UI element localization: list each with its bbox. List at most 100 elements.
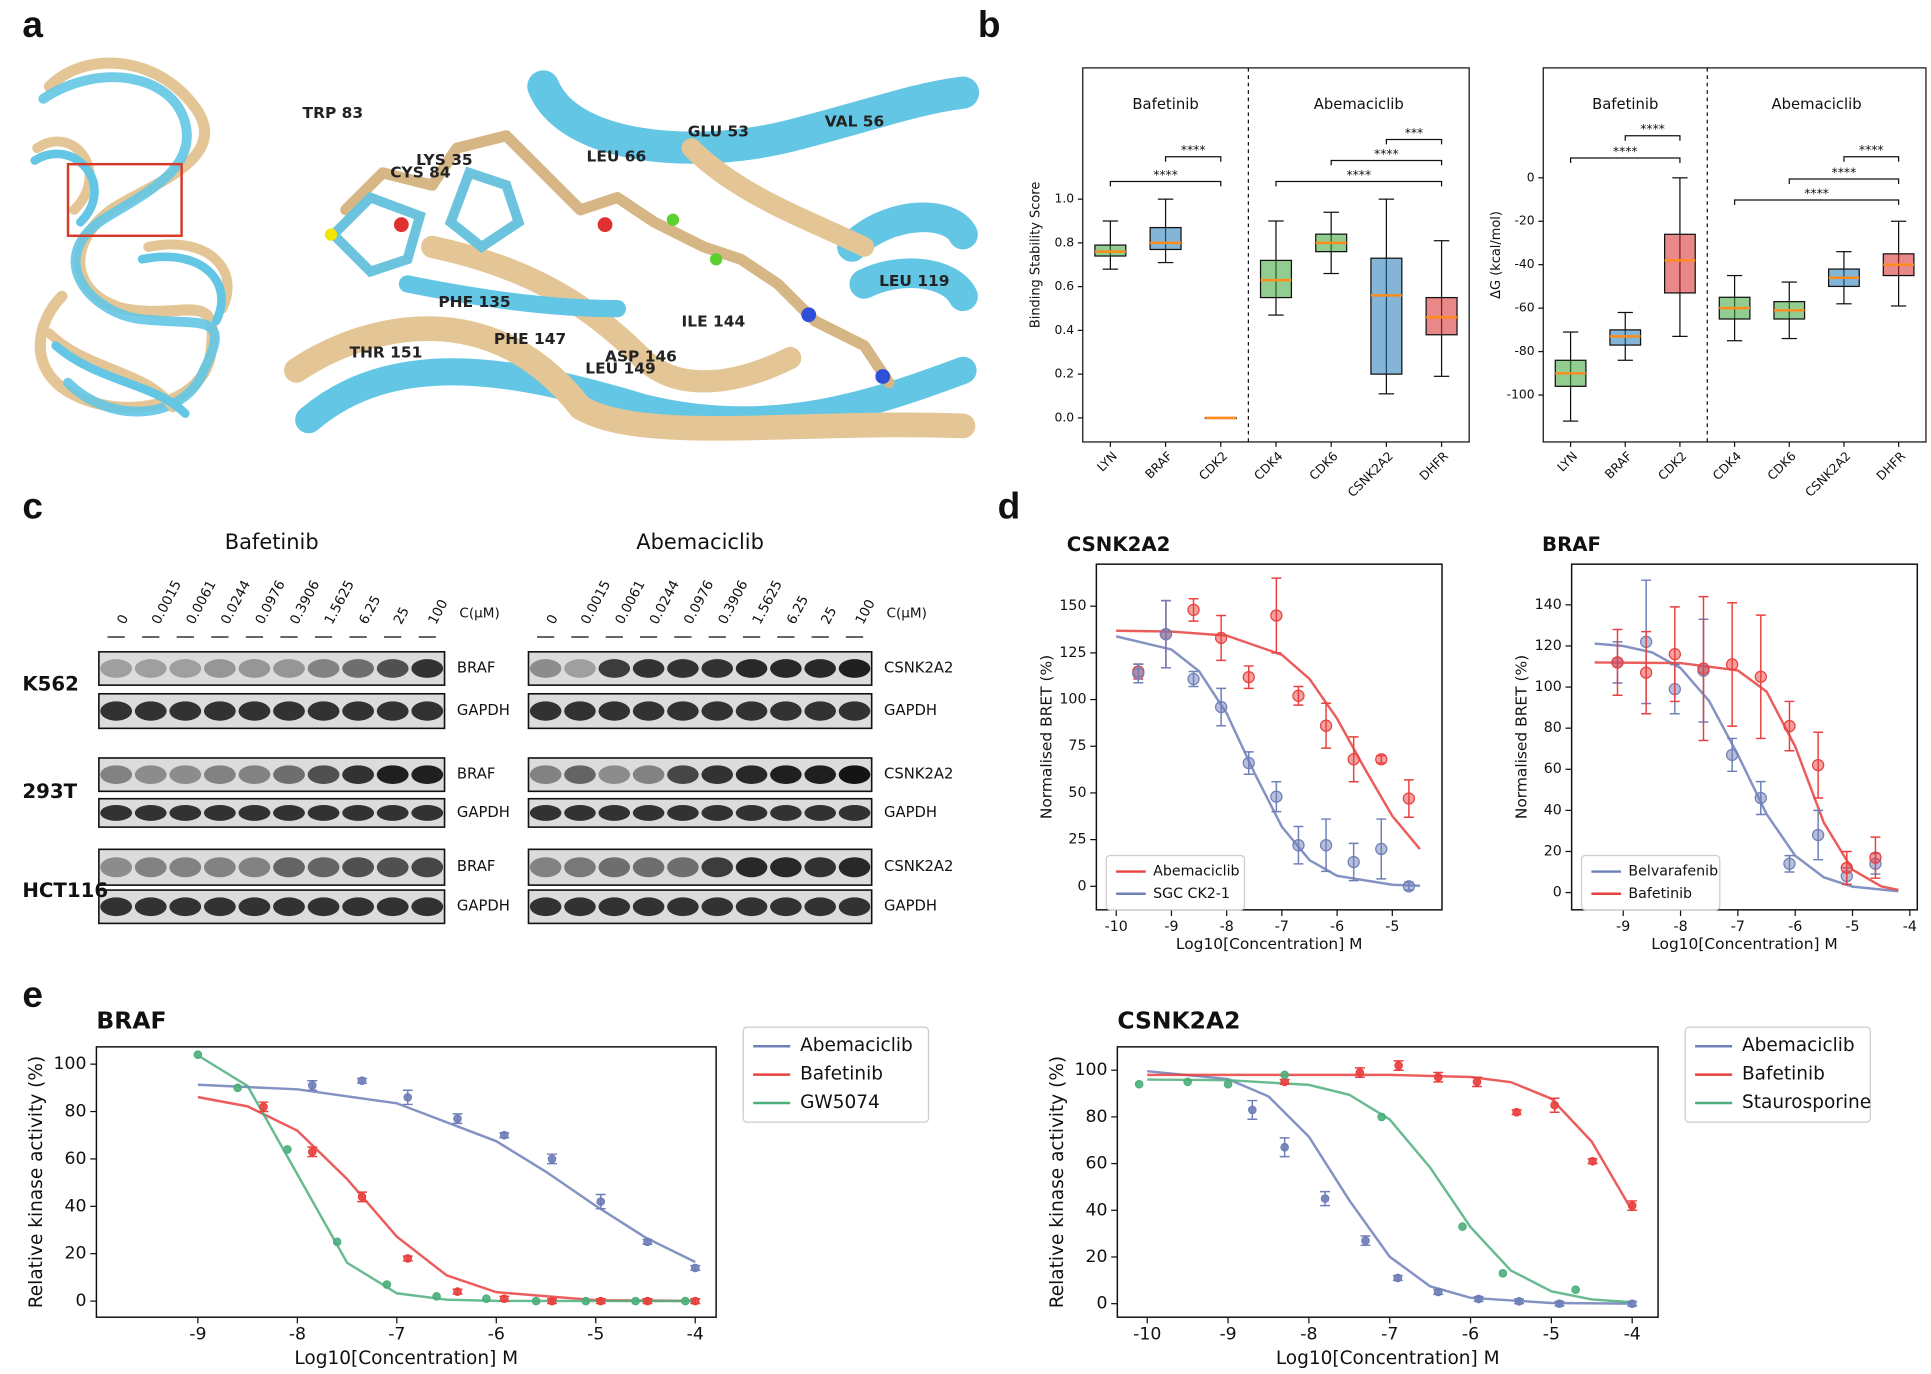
residue-label: TRP 83 [303,104,364,122]
blot-band [342,659,375,678]
blot-band [838,897,871,917]
x-tick-label: CDK4 [1252,449,1286,483]
blot-band [238,804,271,821]
concentration-label: 0.0061 [612,578,648,627]
blot-band [598,659,631,678]
significance-bracket [1275,180,1443,187]
y-tick-label: 75 [1068,738,1086,754]
blot-band [770,804,802,821]
x-tick-label: -8 [1300,1324,1317,1344]
concentration-label: 0.0015 [578,578,614,627]
data-point [482,1294,491,1304]
blot-band [203,701,236,721]
blot-band [598,897,631,917]
data-point [547,1154,557,1164]
blot-band [770,765,802,784]
blot-band [667,701,699,721]
blot-band [735,701,768,721]
blot-band [529,765,562,784]
data-point [403,1093,413,1102]
drug-label: Abemaciclib [636,530,764,554]
data-point [1187,603,1200,617]
data-point [1247,1105,1257,1115]
blot-band [598,804,631,821]
fit-curve [197,1054,696,1303]
y-tick-label: 80 [65,1102,87,1122]
data-point [1783,857,1796,870]
y-axis-label: Normalised BRET (%) [1513,655,1531,819]
significance-label: **** [1640,122,1665,136]
y-tick-label: 60 [1085,1154,1107,1174]
x-axis-label: Log10[Concentration] M [1276,1348,1500,1369]
data-point [1668,648,1681,661]
significance-bracket [1788,178,1900,184]
concentration-label: 1.5625 [321,578,357,627]
data-point [1214,700,1228,714]
panel-label: e [22,973,43,1015]
blot-band [169,897,202,917]
y-tick-label: 0 [1553,885,1562,901]
x-tick-label: -7 [1275,919,1289,935]
blot-band [203,897,236,917]
blot-band [411,701,444,721]
y-tick-label: 40 [1544,802,1562,818]
data-point [453,1114,462,1123]
data-point [1725,748,1739,762]
x-tick-label: CSNK2A2 [1345,449,1396,500]
group-label: Bafetinib [1592,96,1658,113]
concentration-label: 0.3906 [715,578,751,627]
blot-band [735,897,768,917]
band-label: BRAF [457,659,495,676]
data-point [432,1292,441,1301]
y-tick-label: 20 [65,1244,87,1264]
concentration-label: 0.3906 [287,578,323,627]
data-point [1639,666,1653,679]
data-point [1588,1156,1597,1166]
data-point [1292,839,1305,852]
y-tick-label: 80 [1085,1107,1107,1127]
blot-band [632,701,665,721]
data-point [1132,667,1145,680]
blot-band [598,765,631,784]
blot-band [376,857,409,878]
panel-label: b [978,3,1001,45]
blot-band [667,765,699,784]
data-point [643,1296,652,1306]
y-tick-label: -100 [1507,388,1535,402]
data-point [1514,1297,1524,1306]
significance-bracket [1733,199,1900,205]
plot-frame [95,1046,717,1318]
concentration-label: 1.5625 [749,578,785,627]
blot-band [701,804,734,821]
x-tick-label: -6 [1330,919,1344,935]
y-tick-label: -40 [1514,257,1534,271]
blot-band [100,659,133,678]
data-point [1627,1299,1637,1308]
plot-frame [1095,563,1443,911]
x-tick-label: -5 [1543,1324,1560,1344]
panel-label: c [22,484,43,526]
data-point [1394,1061,1403,1070]
concentration-label: 6.25 [784,593,812,627]
x-tick-label: -10 [1105,919,1128,935]
box [1663,233,1696,294]
concentration-label: 100 [852,597,878,627]
y-tick-label: 0.2 [1055,367,1075,381]
y-axis-label: Relative kinase activity (%) [26,1056,47,1308]
x-tick-label: -9 [1219,1324,1236,1344]
x-tick-label: -6 [488,1324,505,1344]
data-point [596,1197,606,1206]
data-point [1402,880,1416,893]
x-tick-label: -8 [1220,919,1234,935]
data-point [1474,1294,1483,1304]
data-point [307,1081,317,1090]
blot-band [804,765,836,784]
legend-label: Bafetinib [1628,886,1692,902]
blot-band [735,659,768,678]
y-tick-label: 0 [1527,170,1535,184]
panel-label: d [998,484,1021,526]
data-point [1725,658,1739,671]
chart-title: CSNK2A2 [1067,533,1171,556]
